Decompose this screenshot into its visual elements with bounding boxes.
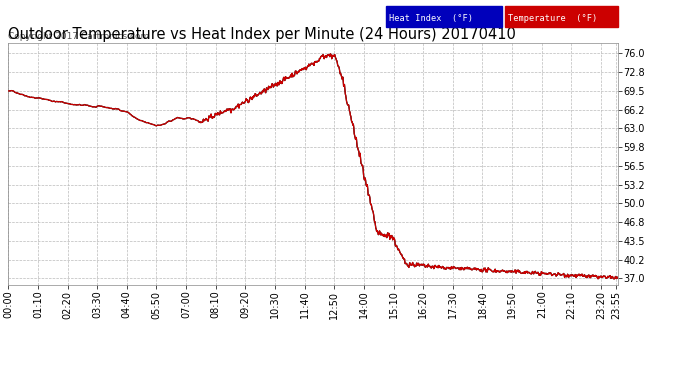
FancyBboxPatch shape <box>386 6 502 27</box>
Text: Outdoor Temperature vs Heat Index per Minute (24 Hours) 20170410: Outdoor Temperature vs Heat Index per Mi… <box>8 27 516 42</box>
Text: Temperature  (°F): Temperature (°F) <box>508 14 597 23</box>
FancyBboxPatch shape <box>505 6 618 27</box>
Text: Copyright 2017 Cartronics.com: Copyright 2017 Cartronics.com <box>8 32 150 41</box>
Text: Heat Index  (°F): Heat Index (°F) <box>389 14 473 23</box>
